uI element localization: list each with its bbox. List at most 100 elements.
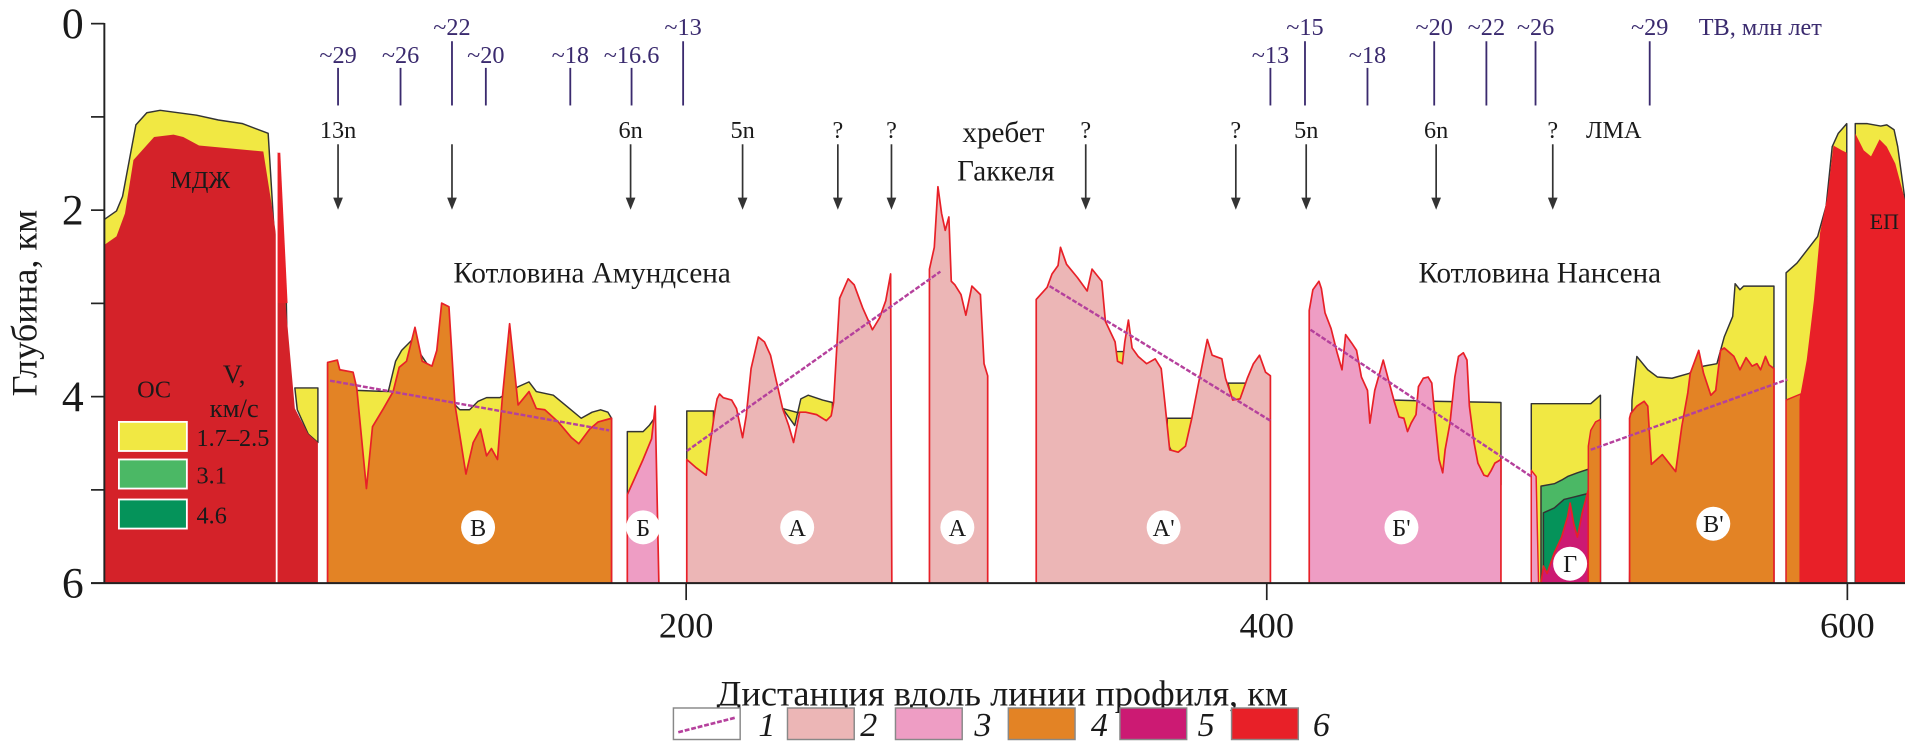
arrow-head-icon [625,197,636,210]
velocity-swatch [118,458,188,490]
age-label: ~18 [1349,42,1386,69]
anomaly-label: ? [1230,117,1241,144]
age-unit-label: ТВ, млн лет [1699,14,1823,41]
legend-label: 3 [973,707,991,744]
anomaly-label: ? [886,117,897,144]
trend-line [329,379,610,432]
anomaly-label: ? [1547,117,1558,144]
legend-swatch-4 [1007,707,1076,741]
label-lma: ЛМА [1586,117,1642,144]
velocity-swatch-label: 4.6 [197,503,227,530]
legend-label: 6 [1313,707,1330,744]
legend-swatch-2 [786,707,855,741]
legend-swatch-5 [1119,707,1188,741]
crust-v [326,302,613,584]
velocity-swatch-label: 1.7–2.5 [197,425,270,452]
x-axis-title: Дистанция вдоль линии профиля, км [717,674,1288,714]
anomaly-label: 6n [618,117,642,144]
anomaly-label: ? [832,117,843,144]
arrow-head-icon [886,197,897,210]
arrow-head-icon [737,197,748,210]
anomaly-label: 5n [1294,117,1318,144]
crust-layers [103,109,1905,584]
trend-line [686,270,942,452]
x-tick-label: 600 [1820,606,1875,646]
crust-v-prime [1628,347,1775,584]
x-tick-label: 200 [659,606,714,646]
age-label: ~22 [433,14,470,41]
velocity-swatch [118,498,188,530]
block-label-badge [1146,510,1181,545]
age-label: ~18 [552,42,589,69]
block-label: А [788,515,806,542]
age-label: ~16.6 [604,42,660,69]
velocity-swatch [118,420,188,452]
title-gakkel-1: хребет [962,117,1044,149]
age-label: ~26 [382,42,419,69]
block-label: В [470,515,486,542]
arrow-head-icon [447,197,457,210]
legend-label: 2 [860,707,877,744]
block-label: А [949,515,967,542]
age-label: ~29 [1631,14,1668,41]
crust-ep-left [1799,145,1847,584]
age-label: ~20 [467,42,504,69]
arrow-head-icon [1301,197,1312,210]
legend-label: 1 [758,707,775,744]
age-label: ~20 [1416,14,1453,41]
block-label-badge [461,510,496,545]
arrow-head-icon [1230,197,1241,210]
arrow-head-icon [1431,197,1442,210]
title-amundsen: Котловина Амундсена [453,257,730,289]
y-tick-label: 6 [62,560,84,608]
y-tick-label: 2 [62,187,84,235]
annotations: ~29 ~26~22~20 ~18 ~16.6~13~13~15~18~20 ~22 ~2… [118,14,1899,581]
y-tick-label: 0 [62,0,84,48]
trend-line [1590,378,1788,451]
velocity-v-label: V, [223,359,246,389]
legend-label: 4 [1091,707,1108,744]
block-label: Б' [1392,515,1410,542]
block-label-badge [780,510,815,545]
trend-lines [329,270,1788,478]
arrow-head-icon [333,197,343,210]
velocity-swatch-label: 3.1 [197,463,227,490]
crust-ridge [928,185,989,584]
crust-ep-right [1855,133,1905,584]
block-label-badge [1696,506,1731,541]
y-axis-title: Глубина, км [4,210,44,397]
block-label: А' [1153,515,1175,542]
age-label: ~13 [1252,42,1289,69]
legend-swatch-6 [1230,707,1300,741]
block-label-badge [1553,546,1588,581]
crust-a1 [685,273,893,584]
age-label: ~15 [1286,14,1323,41]
label-mdzh: МДЖ [170,167,230,194]
block-label-badge [626,510,661,545]
crust-mdzh-spike [276,152,288,304]
block-label-badge [1384,510,1419,545]
title-gakkel-2: Гаккеля [957,156,1054,188]
block-label: Г [1563,551,1577,578]
block-label-badge [940,510,975,545]
velocity-os-label: ОС [137,377,171,404]
trend-line [1309,328,1532,478]
arrow-head-icon [1547,197,1558,210]
crust-g-flank [1587,418,1602,584]
arrow-head-icon [832,197,843,210]
legend-swatch-3 [894,707,963,741]
anomaly-label: ? [1080,117,1091,144]
legend: 1 2 3 4 5 6 [672,707,1330,744]
trend-line-icon [677,716,736,734]
age-label: ~13 [664,14,701,41]
axes: 0 2 4 6 200 400 600 Глубина, км Дистанция вдоль … [4,0,1905,714]
anomaly-label: 6n [1424,117,1448,144]
anomaly-label: 5n [730,117,754,144]
velocity-unit-label: км/с [210,393,259,423]
anomaly-label: 13n [320,117,356,144]
age-label: ~26 [1517,14,1554,41]
age-label: ~22 [1468,14,1505,41]
block-label: Б [636,515,650,542]
legend-label: 5 [1198,707,1215,744]
